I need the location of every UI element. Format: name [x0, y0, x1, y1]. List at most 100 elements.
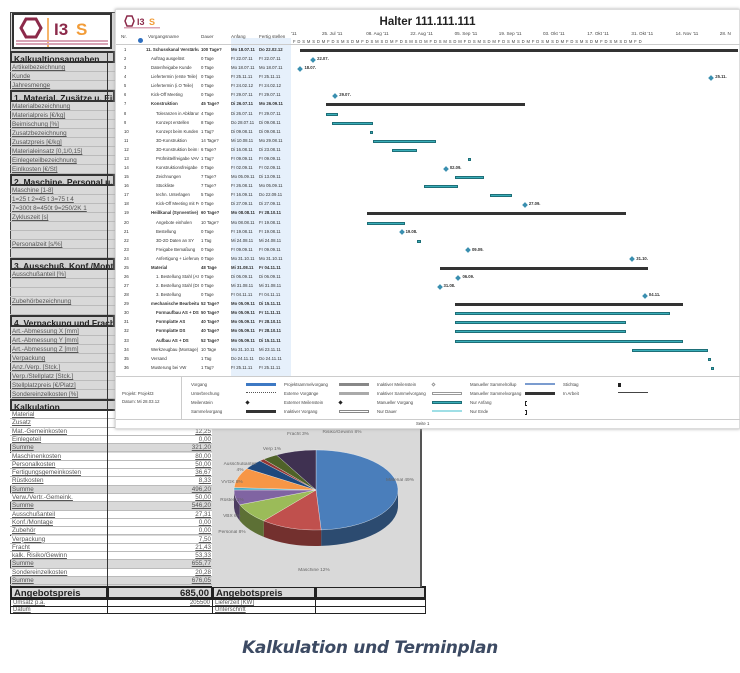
gantt-task-bar[interactable] [467, 157, 472, 161]
gantt-milestone[interactable] [642, 292, 648, 299]
column-header[interactable]: Vorgangsname [148, 34, 179, 39]
task-name[interactable]: 11. Schusskanal Verstärkung [146, 47, 199, 52]
sheet-row[interactable]: Materialeinsatz [0,1/0,15] [10, 147, 115, 156]
gantt-milestone[interactable] [398, 229, 405, 235]
gantt-task-bar[interactable] [332, 121, 374, 125]
sheet-row[interactable]: Zusatzbezeichnung [10, 129, 115, 138]
sheet-row[interactable]: Einlegeteilbezeichnung [10, 156, 115, 165]
gantt-milestone[interactable] [708, 74, 715, 81]
task-name[interactable]: Bestellung [156, 228, 177, 234]
task-name[interactable]: Kick-Off Meeting mit Fertigung [156, 201, 199, 207]
gantt-task-bar[interactable] [366, 221, 405, 225]
gantt-milestone[interactable] [521, 202, 528, 208]
task-name[interactable]: mechanische Bearbeitung [151, 301, 199, 307]
task-name[interactable]: 1. Bestellung Stahl (AS) [156, 274, 199, 279]
gantt-milestone[interactable] [465, 247, 471, 254]
sheet-row[interactable]: Materialbezeichnung [10, 102, 115, 111]
task-name[interactable]: Werkzeugbau (Montage) [151, 346, 199, 352]
gantt-task-bar[interactable] [325, 112, 339, 116]
gantt-milestone[interactable] [436, 283, 443, 290]
sheet-row[interactable]: Art.-Abmessung X [mm] [10, 327, 115, 336]
task-name[interactable]: Liefertermin (i.O Teile) [151, 83, 194, 89]
task-name[interactable]: 3D-Konstruktion beim Kunden [156, 146, 199, 152]
offer-price-field[interactable] [315, 586, 426, 599]
gantt-task-bar[interactable] [455, 321, 626, 325]
sheet-row[interactable]: Sondereinzelkosten [%] [10, 390, 115, 399]
sheet-row[interactable] [10, 231, 115, 240]
task-name[interactable]: Kick-Off Meeting [151, 92, 183, 98]
task-name[interactable]: Angebote einholen [156, 219, 192, 225]
sheet-row[interactable]: 1=25 t 2=45 t 3=75 t 4 [10, 195, 115, 204]
sheet-row[interactable]: Verpackung [10, 354, 115, 363]
gantt-milestone[interactable] [310, 56, 316, 63]
task-name[interactable]: Formplatte DS [156, 328, 186, 334]
task-name[interactable]: Konzept erstellen [156, 119, 190, 125]
gantt-milestone[interactable] [442, 165, 449, 172]
gantt-task-bar[interactable] [708, 357, 712, 361]
gantt-task-bar[interactable] [417, 239, 421, 243]
gantt-task-bar[interactable] [455, 176, 484, 180]
sheet-row[interactable]: 7=300t 8=450t 9=250/2K 1 [10, 204, 115, 213]
task-name[interactable]: Versand [151, 355, 167, 361]
sheet-row[interactable]: Art.-Abmessung Z [mm] [10, 345, 115, 354]
task-name[interactable]: 2. Bestellung Stahl (DS) [156, 283, 199, 289]
gantt-task-bar[interactable] [490, 194, 513, 198]
gantt-summary-bar[interactable] [455, 303, 683, 307]
task-name[interactable]: Formplatte AS [156, 319, 186, 325]
task-name[interactable]: Prüfmittelfreigabe VAV [156, 155, 199, 161]
task-name[interactable]: Liefertermin (erste Teile) [151, 74, 198, 80]
column-header[interactable]: Fertig stellen [259, 34, 286, 39]
sheet-row[interactable]: Art.-Abmessung Y [mm] [10, 336, 115, 345]
sheet-row[interactable]: Artikelbezeichnung [10, 63, 115, 72]
gantt-task-bar[interactable] [711, 366, 715, 370]
sheet-row[interactable]: Anz./Verp. [Stck.] [10, 363, 115, 372]
sheet-row[interactable] [10, 306, 115, 315]
sheet-row[interactable]: Verp./Stellplatz [Stck.] [10, 372, 115, 381]
task-name[interactable]: Musterung bei VW [151, 364, 187, 370]
gantt-task-bar[interactable] [455, 312, 671, 316]
gantt-milestone[interactable] [629, 256, 636, 263]
column-header[interactable]: Dauer [201, 34, 214, 39]
sheet-row[interactable] [10, 222, 115, 231]
column-header[interactable]: Nr. [121, 34, 127, 39]
sheet-row[interactable]: Zusatzpreis [€/kg] [10, 138, 115, 147]
gantt-task-bar[interactable] [392, 148, 418, 152]
sheet-row[interactable]: Maschine [1-8] [10, 186, 115, 195]
task-name[interactable]: Datenfreigabe Kunde [151, 65, 192, 71]
task-name[interactable]: Konzept beim Kunden vorstellen [156, 128, 199, 134]
sheet-row[interactable]: Personalzeit [s/%] [10, 240, 115, 249]
task-name[interactable]: 3D-Konstruktion [156, 137, 187, 143]
gantt-milestone[interactable] [332, 93, 339, 99]
sheet-row[interactable] [10, 249, 115, 258]
task-name[interactable]: Formaufbau AS + DS [156, 310, 199, 316]
task-name[interactable]: Konstruktionsfreigabe [156, 165, 198, 171]
sheet-row[interactable]: Jahresmenge [10, 81, 115, 90]
column-header[interactable]: Anfang [231, 34, 246, 39]
gantt-summary-bar[interactable] [300, 49, 738, 52]
date-field[interactable] [107, 606, 213, 614]
sheet-row[interactable]: Einlkosten [€/St] [10, 165, 115, 174]
gantt-milestone[interactable] [455, 274, 462, 281]
task-name[interactable]: Aufbau AS + DS [156, 337, 189, 343]
task-name[interactable]: Freigabe Bemaßung [156, 246, 196, 252]
sheet-row[interactable]: Zykluszeit [s] [10, 213, 115, 222]
sheet-row[interactable]: Ausschußanteil [%] [10, 270, 115, 279]
gantt-milestone[interactable] [297, 65, 304, 72]
task-name[interactable]: Anfertigung + Lieferung [156, 255, 199, 261]
gantt-task-bar[interactable] [423, 185, 459, 189]
gantt-summary-bar[interactable] [439, 266, 649, 270]
task-name[interactable]: Heißkanal (Synventive) [151, 210, 199, 216]
sheet-row[interactable]: Materialpreis [€/kg] [10, 111, 115, 120]
task-name[interactable]: Toleranzen in Abklärung [156, 110, 199, 116]
gantt-task-bar[interactable] [370, 130, 374, 134]
sheet-row[interactable]: Kunde [10, 72, 115, 81]
task-name[interactable]: 3D-2D Daten an SY [156, 237, 194, 243]
gantt-summary-bar[interactable] [366, 212, 626, 216]
gantt-task-bar[interactable] [632, 348, 709, 352]
sheet-row[interactable]: Zubehörbezeichnung [10, 297, 115, 306]
sheet-row[interactable]: Stellplatzpreis [€/Platz] [10, 381, 115, 390]
task-name[interactable]: Auftrag ausgelöst [151, 56, 185, 62]
gantt-summary-bar[interactable] [325, 103, 525, 107]
sheet-row[interactable] [10, 279, 115, 288]
gantt-task-bar[interactable] [373, 139, 437, 143]
